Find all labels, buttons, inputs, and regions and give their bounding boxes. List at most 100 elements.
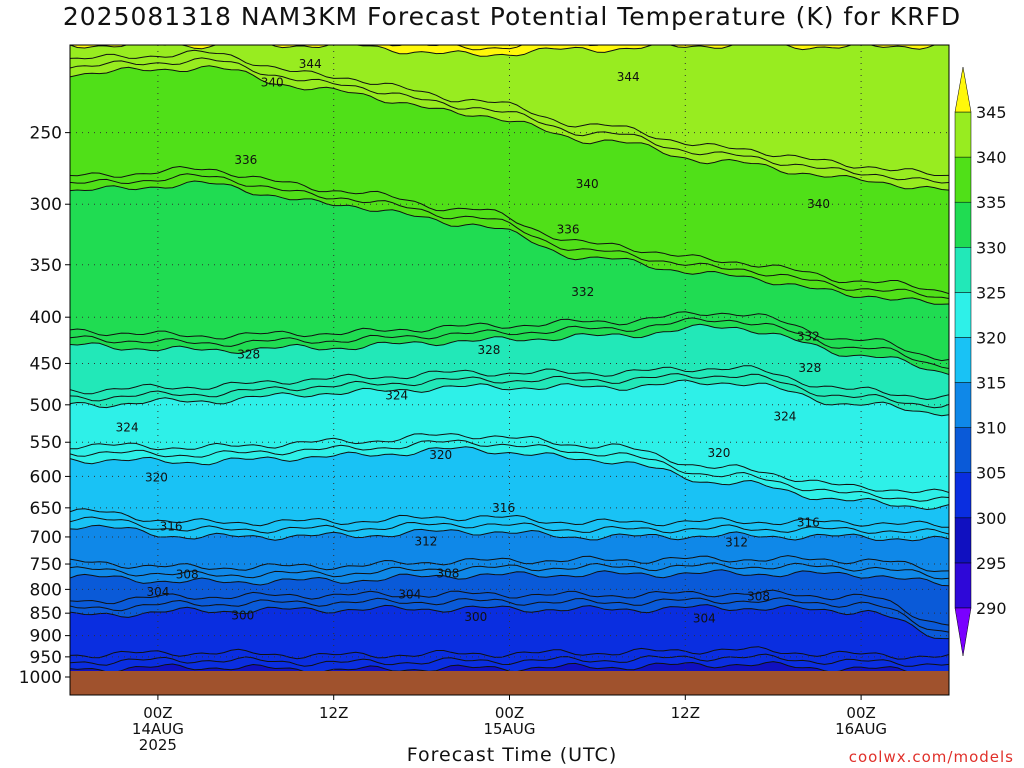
colorbar-segment [954,292,972,338]
ground-surface [70,671,949,695]
contour-label: 316 [160,520,183,534]
y-tick-label: 550 [30,433,62,453]
contour-label: 304 [693,612,716,626]
x-tick-label: 00Z [143,704,172,722]
colorbar-bottom-arrow [954,607,972,657]
isentrope-line [70,604,949,640]
isentrope-line [70,365,949,401]
isentrope-line [70,180,949,305]
x-tick-label: 00Z [495,704,524,722]
contour-labels: 344 344 340 336 340 340 336 332 332 328 328 328 324 3… [116,57,830,626]
colorbar-tick-label: 290 [976,599,1007,618]
contour-label: 328 [478,343,501,357]
isentrope-line [70,173,949,299]
x-tick-label: 2025 [139,736,177,754]
contour-label: 308 [176,567,199,581]
contour-label: 312 [415,534,438,548]
colorbar-segment [954,517,972,564]
contour-label: 300 [464,610,487,624]
colorbar-tick-label: 310 [976,419,1007,438]
y-tick-label: 250 [30,124,62,144]
isentrope-line [70,597,949,633]
contour-label: 324 [116,421,139,435]
contour-label: 320 [708,446,731,460]
contour-label: 312 [725,536,748,550]
contour-label: 332 [571,285,594,299]
colorbar-tick-label: 315 [976,374,1007,393]
contour-label: 320 [145,471,168,485]
chart-title: 2025081318 NAM3KM Forecast Potential Tem… [62,2,962,31]
colorbar-tick-label: 345 [976,103,1007,122]
contour-label: 336 [234,153,257,167]
colorbar-segment [954,472,972,519]
y-tick-label: 800 [30,580,62,600]
contour-label: 328 [237,348,260,362]
isentrope-line [70,45,937,57]
y-axis: 250 300 350 400 450 500 550 600 650 700 750 800 850 9… [19,124,70,688]
isentrope-line [70,646,949,660]
x-tick-label: 15AUG [484,720,536,738]
isentrope-line [70,446,949,511]
y-tick-label: 950 [30,648,62,668]
y-tick-label: 700 [30,528,62,548]
isentrope-line [70,27,949,43]
contour-label: 332 [797,329,820,343]
colorbar-tick-label: 320 [976,328,1007,347]
colorbar-segment [954,427,972,473]
isentrope-line [70,439,949,502]
y-tick-label: 300 [30,195,62,215]
isentrope-line [70,555,949,573]
colorbar-segment [954,337,972,383]
isentrope-line [70,433,949,494]
y-tick-label: 750 [30,555,62,575]
colorbar-tick-label: 300 [976,509,1007,528]
isentrope-line [70,508,949,528]
contour-label: 336 [557,223,580,237]
colorbar-tick-label: 325 [976,283,1007,302]
contour-label: 324 [773,409,796,423]
y-tick-label: 400 [30,308,62,328]
colorbar-segment [954,111,972,158]
colorbar-segment [954,247,972,293]
isentrope-line [70,165,949,295]
contour-label: 304 [146,585,169,599]
theta-contours [70,27,949,675]
colorbar-segment [954,201,972,248]
x-tick-label: 12Z [671,704,700,722]
y-tick-label: 1000 [19,668,62,688]
isentrope-line [70,65,949,191]
contour-label: 340 [807,197,830,211]
contour-label: 300 [231,608,254,622]
isentrope-line [70,524,949,542]
colorbar-segment [954,382,972,428]
y-tick-label: 500 [30,396,62,416]
x-tick-label: 12Z [319,704,348,722]
contour-label: 316 [492,501,515,515]
x-tick-label: 00Z [846,704,875,722]
y-tick-label: 350 [30,256,62,276]
isentrope-line [70,49,949,176]
contour-label: 324 [385,388,408,402]
contour-label: 344 [299,57,322,71]
contour-label: 340 [576,177,599,191]
colorbar-tick-label: 305 [976,464,1007,483]
contour-label: 308 [747,590,770,604]
contour-label: 308 [437,566,460,580]
x-tick-label: 16AUG [835,720,887,738]
colorbar-tick-label: 330 [976,238,1007,257]
colorbar-segment [954,156,972,203]
isentrope-line [387,45,601,51]
contour-label: 328 [798,361,821,375]
colorbar-tick-label: 340 [976,148,1007,167]
contour-label: 340 [261,75,284,89]
y-tick-label: 850 [30,604,62,624]
colorbar-tick-label: 335 [976,193,1007,212]
y-tick-label: 900 [30,627,62,647]
colorbar-segment [954,562,972,609]
y-tick-label: 450 [30,354,62,374]
y-tick-label: 600 [30,467,62,487]
colorbar-top-arrow [954,66,972,113]
isentrope-line [70,379,949,417]
